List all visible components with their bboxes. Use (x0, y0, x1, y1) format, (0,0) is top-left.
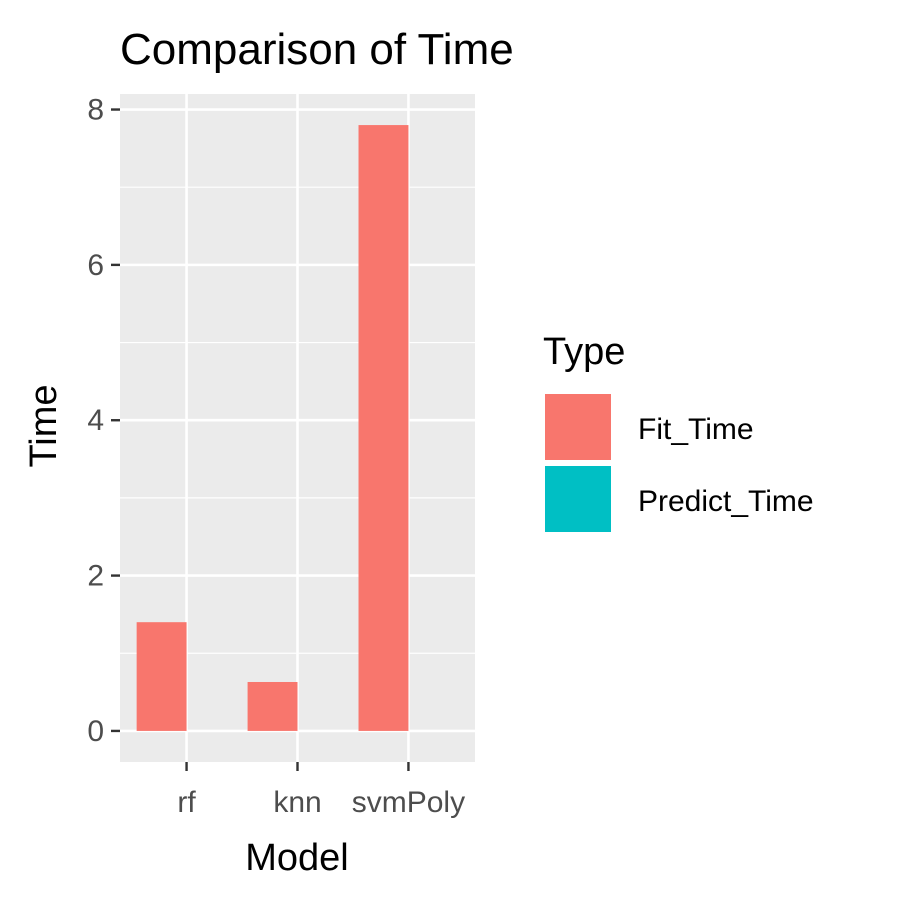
bar (136, 622, 187, 731)
x-axis: rf knn svmPoly (177, 762, 465, 819)
chart-title: Comparison of Time (120, 25, 514, 74)
y-tick-label: 4 (87, 404, 104, 437)
bars (136, 125, 409, 731)
y-tick-label: 2 (87, 560, 104, 593)
legend-items: Fit_Time Predict_Time (545, 394, 814, 532)
y-axis-title: Time (23, 384, 65, 467)
legend-key (545, 466, 611, 532)
x-axis-title: Model (245, 837, 349, 879)
legend: Type Fit_Time Predict_Time (543, 331, 814, 532)
y-axis: 0 2 4 6 8 (87, 94, 120, 748)
x-tick-label: rf (177, 786, 196, 819)
bar (247, 681, 298, 731)
y-tick-label: 6 (87, 249, 104, 282)
x-tick-label: knn (273, 786, 321, 819)
y-tick-label: 0 (87, 715, 104, 748)
legend-label: Fit_Time (638, 413, 754, 446)
legend-title: Type (543, 331, 625, 373)
x-tick-label: svmPoly (352, 786, 465, 819)
y-tick-label: 8 (87, 94, 104, 127)
legend-label: Predict_Time (638, 485, 814, 518)
bar (358, 125, 409, 731)
legend-key (545, 394, 611, 460)
